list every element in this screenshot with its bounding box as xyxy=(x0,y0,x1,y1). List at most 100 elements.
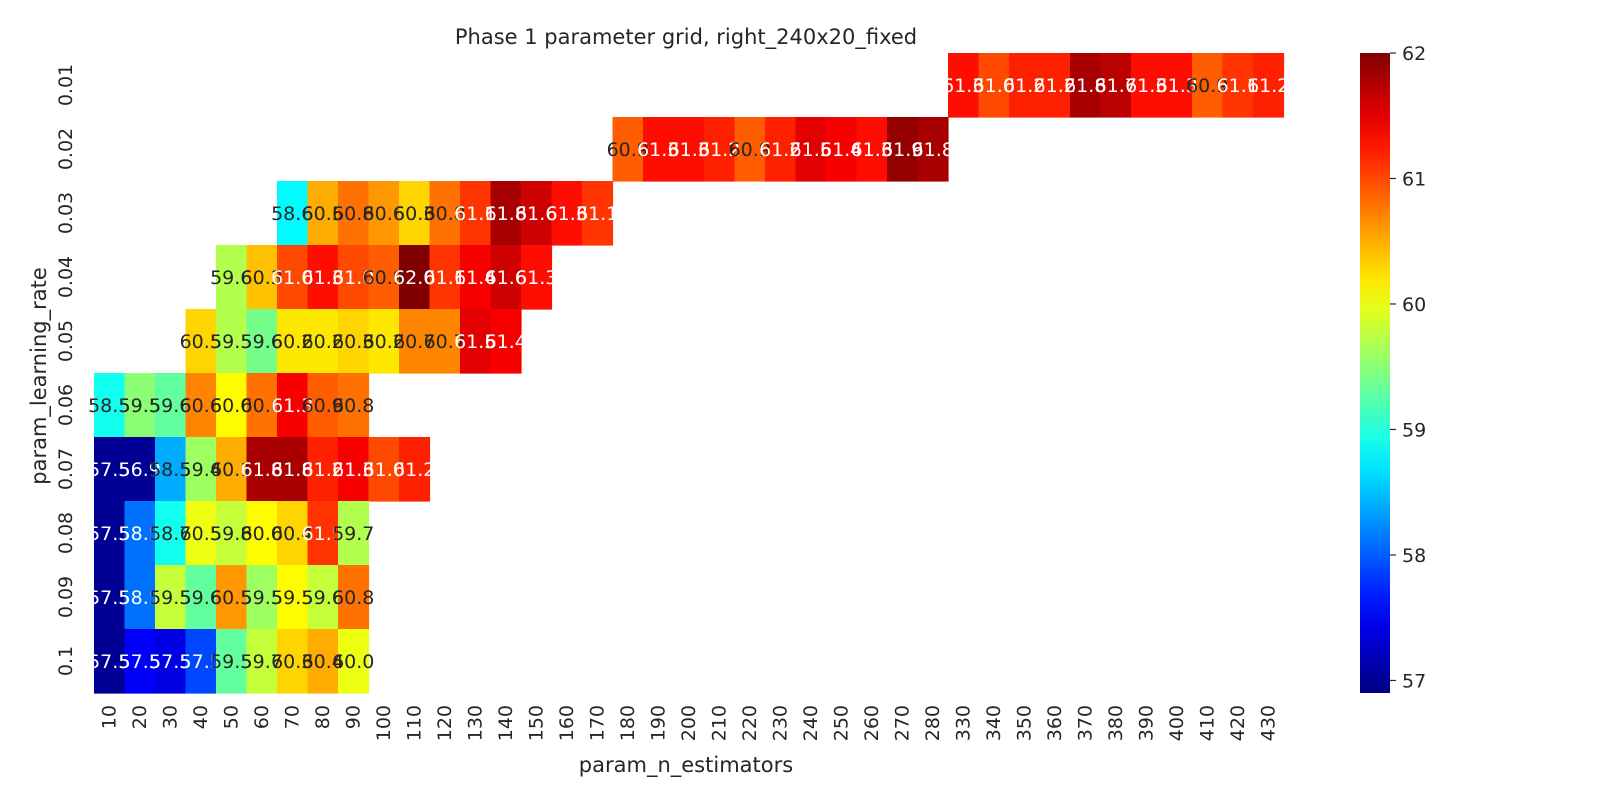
x-tick-label: 330 xyxy=(952,705,974,741)
cell-value-label: 60.5 xyxy=(210,587,252,609)
cell-value-label: 60.7 xyxy=(393,331,435,353)
heatmap-cell xyxy=(1253,53,1285,118)
cell-value-label: 61.0 xyxy=(271,267,313,289)
cell-value-label: 58.5 xyxy=(119,587,161,609)
heatmap-cell xyxy=(673,117,705,182)
cell-value-label: 57.5 xyxy=(88,459,130,481)
cell-value-label: 58.5 xyxy=(119,523,161,545)
y-tick-label: 0.06 xyxy=(55,384,77,426)
x-tick-label: 40 xyxy=(190,705,212,729)
heatmap-cell xyxy=(490,181,522,246)
cell-value-label: 60.8 xyxy=(332,587,374,609)
cell-value-label: 61.3 xyxy=(1156,75,1198,97)
cell-value-label: 60.6 xyxy=(363,203,405,225)
cell-value-label: 60.7 xyxy=(424,331,466,353)
cell-value-label: 61.3 xyxy=(515,267,557,289)
cell-value-label: 61.6 xyxy=(485,267,527,289)
cell-value-label: 59.6 xyxy=(149,395,191,417)
heatmap-cell xyxy=(490,245,522,310)
cell-value-label: 60.3 xyxy=(241,267,283,289)
heatmap-cell xyxy=(1222,53,1254,118)
heatmap-cell xyxy=(338,629,370,694)
x-tick-label: 390 xyxy=(1135,705,1157,741)
heatmap-cell xyxy=(368,437,400,502)
x-tick-label: 240 xyxy=(800,705,822,741)
heatmap-cell xyxy=(765,117,797,182)
cell-value-label: 61.3 xyxy=(942,75,984,97)
cell-value-label: 58.6 xyxy=(271,203,313,225)
heatmap-cell xyxy=(1070,53,1102,118)
heatmap-cell xyxy=(277,501,309,566)
heatmap-cell xyxy=(399,245,431,310)
x-tick-label: 410 xyxy=(1196,705,1218,741)
x-tick-label: 360 xyxy=(1044,705,1066,741)
heatmap-cell xyxy=(246,629,278,694)
heatmap-cell xyxy=(734,117,766,182)
x-tick-label: 100 xyxy=(373,705,395,741)
x-tick-label: 50 xyxy=(220,705,242,729)
heatmap-cell xyxy=(368,309,400,374)
heatmap-cell xyxy=(185,373,217,438)
cell-value-label: 59.5 xyxy=(119,395,161,417)
heatmap-cell xyxy=(460,181,492,246)
colorbar-gradient xyxy=(1360,53,1390,693)
heatmap-cell xyxy=(521,181,553,246)
x-tick-label: 260 xyxy=(861,705,883,741)
colorbar-tick-label: 59 xyxy=(1402,419,1426,441)
heatmap-cell xyxy=(1161,53,1193,118)
x-tick-label: 80 xyxy=(312,705,334,729)
cell-value-label: 61.3 xyxy=(302,267,344,289)
x-tick-label: 110 xyxy=(403,705,425,741)
cell-value-label: 60.8 xyxy=(332,395,374,417)
cell-value-label: 61.4 xyxy=(820,139,862,161)
heatmap-cell xyxy=(124,437,156,502)
cell-value-label: 59.4 xyxy=(180,459,222,481)
heatmap-cell xyxy=(429,245,461,310)
heatmap-cell xyxy=(399,437,431,502)
x-tick-label: 20 xyxy=(129,705,151,729)
heatmap-cell xyxy=(94,437,126,502)
cell-value-label: 60.9 xyxy=(363,267,405,289)
heatmap-cell xyxy=(460,309,492,374)
cell-value-label: 60.9 xyxy=(729,139,771,161)
cell-value-label: 60.2 xyxy=(271,331,313,353)
x-tick-label: 200 xyxy=(678,705,700,741)
cell-value-label: 58.5 xyxy=(88,395,130,417)
heatmap-cell xyxy=(429,181,461,246)
colorbar-tick-label: 61 xyxy=(1402,168,1426,190)
cell-value-label: 61.2 xyxy=(1247,75,1289,97)
heatmap-cell xyxy=(246,309,278,374)
x-axis-ticks: 10 20 30 40 50 60 70 80 90 100 110 120 130 140 150 160 1… xyxy=(98,705,1279,741)
cell-value-label: 60.9 xyxy=(1186,75,1228,97)
heatmap-cell xyxy=(338,501,370,566)
x-tick-label: 220 xyxy=(739,705,761,741)
cell-value-label: 59.5 xyxy=(271,587,313,609)
heatmap-cell xyxy=(155,437,187,502)
cell-value-label: 58.5 xyxy=(149,459,191,481)
colorbar-tick-label: 58 xyxy=(1402,545,1426,567)
cell-value-label: 61.0 xyxy=(332,267,374,289)
heatmap-cell xyxy=(582,181,614,246)
y-tick-label: 0.04 xyxy=(55,256,77,298)
y-tick-label: 0.03 xyxy=(55,192,77,234)
cell-value-label: 58.7 xyxy=(149,523,191,545)
heatmap-cell xyxy=(216,629,248,694)
heatmap-cell xyxy=(155,501,187,566)
cell-value-label: 61.1 xyxy=(1217,75,1259,97)
heatmap-cell xyxy=(216,373,248,438)
heatmap-cell xyxy=(399,309,431,374)
cell-value-label: 61.5 xyxy=(790,139,832,161)
heatmap-cell xyxy=(338,565,370,630)
heatmap-cell xyxy=(643,117,675,182)
heatmap-cell xyxy=(185,309,217,374)
x-tick-label: 400 xyxy=(1166,705,1188,741)
cell-value-label: 60.3 xyxy=(393,203,435,225)
heatmap-cell xyxy=(307,181,339,246)
cell-value-label: 61.1 xyxy=(576,203,618,225)
cell-value-label: 62.0 xyxy=(393,267,435,289)
cell-value-label: 57.5 xyxy=(180,651,222,673)
x-tick-label: 10 xyxy=(98,705,120,729)
cell-value-label: 60.0 xyxy=(241,523,283,545)
cell-value-label: 61.2 xyxy=(759,139,801,161)
